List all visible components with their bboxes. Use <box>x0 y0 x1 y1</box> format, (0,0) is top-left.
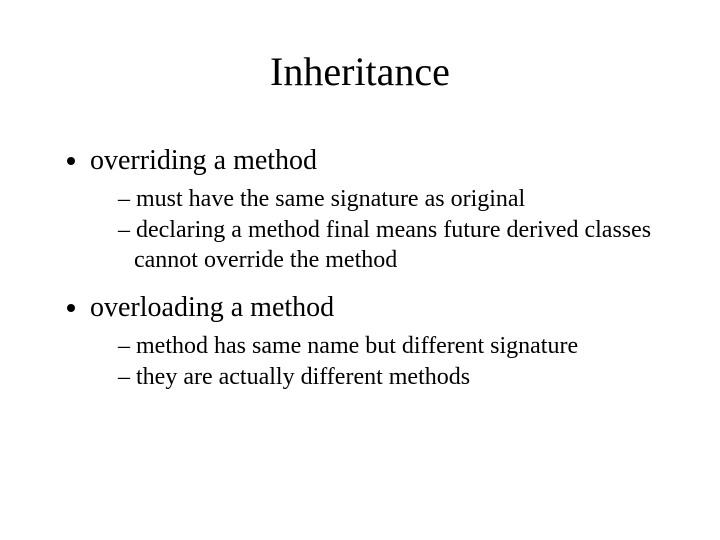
sub-bullet-list: method has same name but different signa… <box>90 331 670 392</box>
bullet-list: overriding a method must have the same s… <box>50 143 670 393</box>
sub-bullet-item: method has same name but different signa… <box>118 331 670 362</box>
slide-title: Inheritance <box>50 48 670 95</box>
slide: Inheritance overriding a method must hav… <box>0 0 720 540</box>
sub-bullet-item: must have the same signature as original <box>118 184 670 215</box>
bullet-text: overloading a method <box>90 292 334 323</box>
bullet-item: overriding a method must have the same s… <box>90 143 670 276</box>
bullet-item: overloading a method method has same nam… <box>90 290 670 392</box>
sub-bullet-item: declaring a method final means future de… <box>118 215 670 276</box>
sub-bullet-list: must have the same signature as original… <box>90 184 670 276</box>
bullet-text: overriding a method <box>90 145 317 176</box>
sub-bullet-item: they are actually different methods <box>118 362 670 393</box>
